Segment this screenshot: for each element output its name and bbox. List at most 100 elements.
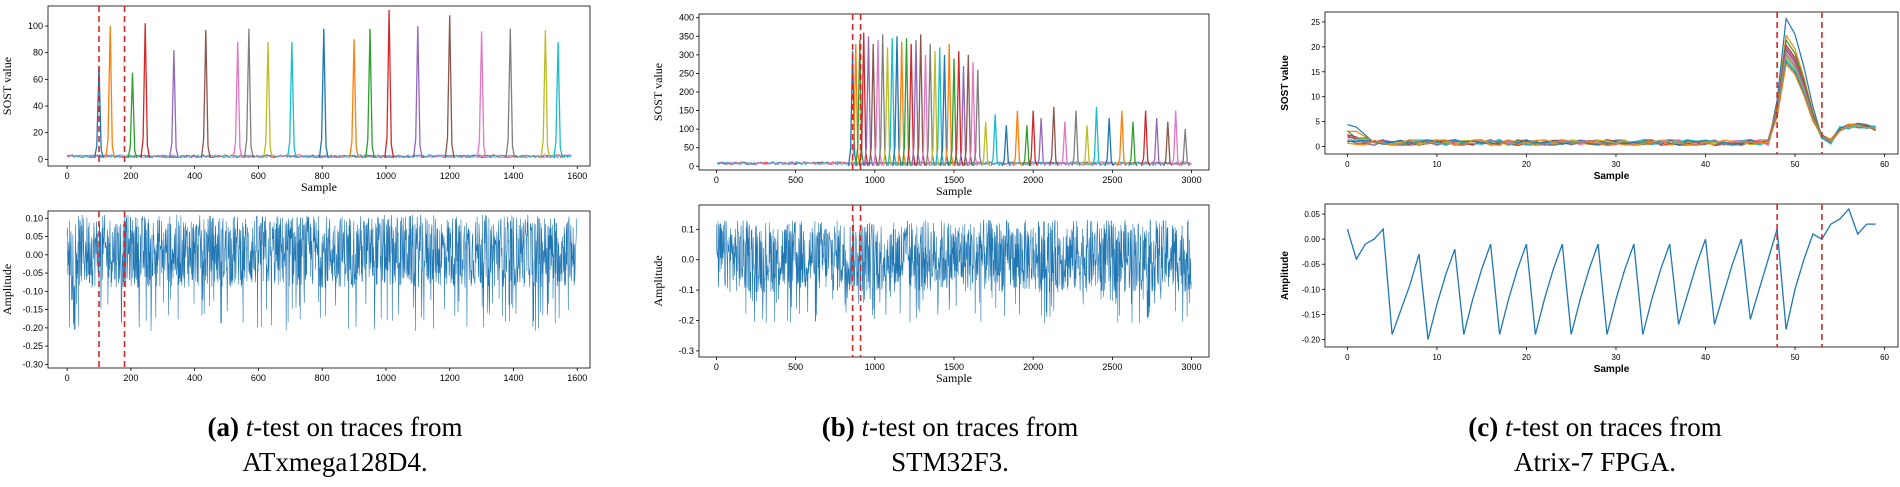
caption-a-line2: ATxmega128D4. xyxy=(242,447,428,477)
y-tick-label: -0.3 xyxy=(678,346,694,356)
sost-series xyxy=(1347,38,1876,147)
sost-peak xyxy=(105,25,116,159)
x-tick-label: 0 xyxy=(1345,160,1350,169)
plot-area xyxy=(66,214,578,332)
x-tick-label: 500 xyxy=(788,175,803,185)
plot-frame xyxy=(698,13,1210,171)
x-tick-label: 2000 xyxy=(1023,175,1043,185)
sost-series xyxy=(1347,33,1876,147)
caption-c-t: t xyxy=(1505,412,1513,442)
sost-peak xyxy=(1091,106,1102,167)
plot-area xyxy=(716,32,1192,167)
sost-peak xyxy=(168,49,179,159)
sost-peak xyxy=(505,28,516,159)
sost-series xyxy=(1347,58,1876,146)
sost-peak xyxy=(925,43,935,167)
y-tick-label: 60 xyxy=(33,74,43,84)
plot-frame xyxy=(47,210,591,369)
caption-c-text: -test on traces from xyxy=(1512,412,1722,442)
sost-peak xyxy=(1140,110,1151,167)
x-tick-label: 60 xyxy=(1880,160,1889,169)
x-tick-label: 50 xyxy=(1791,353,1800,362)
plot-frame xyxy=(47,5,591,167)
x-tick-label: 800 xyxy=(315,171,330,181)
sost-series xyxy=(1347,43,1876,147)
y-axis-label: SOST value xyxy=(0,57,14,115)
y-tick-label: 0 xyxy=(38,154,43,164)
y-tick-label: 50 xyxy=(684,143,694,153)
y-tick-label: -0.25 xyxy=(22,341,43,351)
sost-peak xyxy=(990,114,1000,167)
sost-peak xyxy=(935,47,945,167)
x-tick-label: 600 xyxy=(251,171,266,181)
x-axis-label: Sample xyxy=(301,180,337,194)
x-axis-label: Sample xyxy=(936,371,972,385)
x-tick-label: 30 xyxy=(1612,160,1621,169)
sost-peak xyxy=(858,32,869,166)
y-tick-label: 25 xyxy=(1311,18,1320,27)
sost-peak xyxy=(916,34,926,167)
plot-area xyxy=(1346,207,1876,340)
sost-peak xyxy=(873,39,883,167)
caption-a-letter: (a) xyxy=(207,412,240,442)
x-tick-label: 0 xyxy=(65,171,70,181)
x-tick-label: 10 xyxy=(1432,353,1441,362)
sost-peak xyxy=(1060,121,1070,167)
sost-peak xyxy=(200,29,211,159)
x-tick-label: 2500 xyxy=(1102,175,1122,185)
x-tick-label: 2500 xyxy=(1102,362,1122,372)
y-tick-label: -0.30 xyxy=(22,359,43,369)
sost-peak xyxy=(939,54,950,167)
x-tick-label: 400 xyxy=(187,373,202,383)
x-tick-label: 1000 xyxy=(865,175,885,185)
x-tick-label: 60 xyxy=(1880,353,1889,362)
sost-peak xyxy=(318,28,329,159)
y-tick-label: 0.0 xyxy=(681,255,694,265)
sost-peak xyxy=(847,51,858,167)
x-tick-label: 200 xyxy=(123,373,138,383)
x-tick-label: 1000 xyxy=(376,171,396,181)
sost-peak xyxy=(954,51,964,167)
y-axis-label: Amplitude xyxy=(1280,251,1291,300)
sost-peak xyxy=(1028,110,1038,167)
caption-c: (c) t-test on traces from Atrix-7 FPGA. xyxy=(1400,410,1790,480)
y-tick-label: 0.00 xyxy=(1304,235,1320,244)
sost-peak xyxy=(1071,110,1081,167)
x-tick-label: 1600 xyxy=(567,171,587,181)
caption-b-letter: (b) xyxy=(821,412,855,442)
y-tick-label: 0.10 xyxy=(25,213,43,223)
sost-series xyxy=(1347,53,1876,147)
sost-peak xyxy=(1036,117,1046,167)
sost-peak xyxy=(1117,110,1127,167)
chart-c-amplitude: 0 10 20 30 40 50 60 0.05 0.00 -0.05 -0.10 -0.15 -0.2… xyxy=(1280,203,1899,375)
y-axis-label: Amplitude xyxy=(651,255,665,306)
sost-peak xyxy=(1128,121,1138,167)
sost-peak xyxy=(140,23,151,159)
sost-peak xyxy=(930,51,940,167)
sost-series xyxy=(1347,45,1876,147)
y-tick-label: -0.05 xyxy=(1302,260,1321,269)
caption-c-line2: Atrix-7 FPGA. xyxy=(1513,447,1676,477)
x-tick-label: 30 xyxy=(1612,353,1621,362)
sost-peak xyxy=(958,65,969,167)
sost-peak xyxy=(1022,125,1032,167)
caption-b-line2: STM32F3. xyxy=(891,447,1009,477)
x-tick-label: 40 xyxy=(1701,353,1710,362)
y-tick-label: 5 xyxy=(1316,118,1321,127)
sost-peak xyxy=(365,28,375,159)
y-tick-label: -0.15 xyxy=(1302,310,1321,319)
x-tick-label: 600 xyxy=(251,373,266,383)
y-tick-label: -0.05 xyxy=(22,268,43,278)
y-tick-label: 350 xyxy=(679,31,694,41)
y-tick-label: -0.10 xyxy=(22,286,43,296)
caption-b: (b) t-test on traces from STM32F3. xyxy=(755,410,1145,480)
caption-a: (a) t-test on traces from ATxmega128D4. xyxy=(140,410,530,480)
sost-peak xyxy=(1180,129,1190,167)
y-tick-label: -0.1 xyxy=(678,285,694,295)
sost-peak xyxy=(232,41,243,159)
sost-peak xyxy=(444,15,455,159)
x-tick-label: 1600 xyxy=(567,373,587,383)
y-tick-label: -0.20 xyxy=(1302,335,1321,344)
y-tick-label: 300 xyxy=(679,50,694,60)
sost-peak xyxy=(968,62,978,167)
